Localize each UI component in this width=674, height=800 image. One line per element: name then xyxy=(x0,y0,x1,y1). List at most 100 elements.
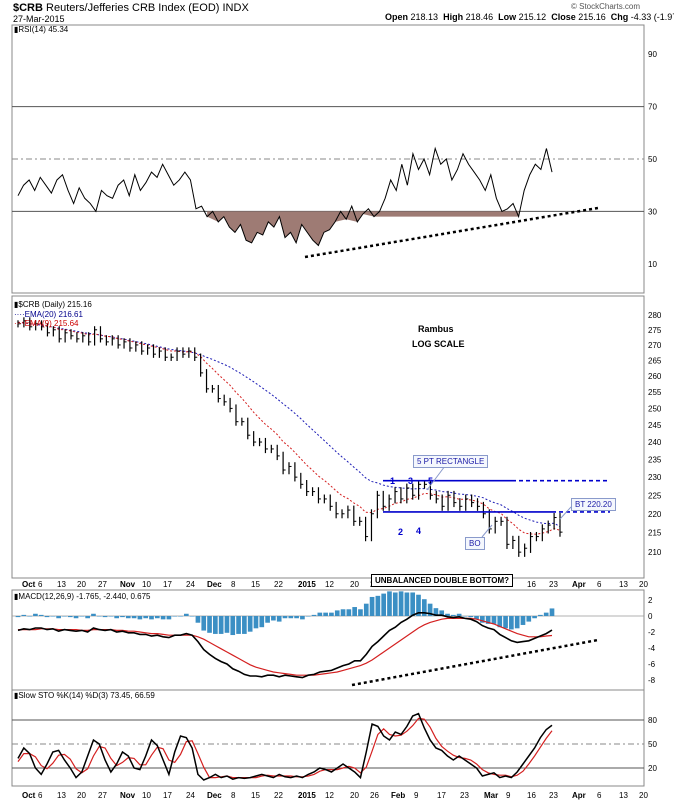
touch-point-label: 2 xyxy=(398,527,403,537)
sto-x-tick-label: 2015 xyxy=(298,791,316,800)
close-value: 215.16 xyxy=(578,12,606,22)
macd-histogram-bar xyxy=(276,616,282,622)
macd-histogram-bar xyxy=(509,616,514,630)
sto-tick-label: 80 xyxy=(648,716,657,725)
macd-tick-label: 0 xyxy=(648,612,653,621)
sto-x-tick-label: 9 xyxy=(506,791,511,800)
price-x-tick-label: 23 xyxy=(549,580,558,589)
macd-histogram-bar xyxy=(271,616,276,621)
macd-histogram-bar xyxy=(363,603,369,616)
macd-histogram-bar xyxy=(480,616,485,623)
macd-histogram-bar xyxy=(213,616,218,634)
sto-k-line xyxy=(17,712,553,781)
macd-histogram-bar xyxy=(201,616,207,631)
macd-histogram-bar xyxy=(520,616,526,625)
sto-x-tick-label: 16 xyxy=(527,791,536,800)
macd-histogram-bar xyxy=(50,616,56,617)
macd-histogram-bar xyxy=(102,616,108,618)
log-scale-text: LOG SCALE xyxy=(412,339,465,349)
macd-histogram-bar xyxy=(15,616,21,618)
price-tick-label: 270 xyxy=(648,341,662,350)
macd-histogram-bar xyxy=(73,616,79,619)
macd-histogram-bar xyxy=(538,614,543,616)
macd-histogram-bar xyxy=(433,608,439,616)
macd-histogram-bar xyxy=(44,616,50,618)
macd-histogram-bar xyxy=(416,594,421,616)
macd-histogram-bar xyxy=(253,616,259,629)
sto-x-tick-label: 20 xyxy=(77,791,86,800)
sto-x-tick-label: Mar xyxy=(484,791,498,800)
macd-histogram-bar xyxy=(514,616,520,629)
sto-x-tick-label: Apr xyxy=(572,791,586,800)
price-tick-label: 245 xyxy=(648,421,662,430)
macd-histogram-bar xyxy=(242,616,247,634)
sto-x-tick-label: 6 xyxy=(597,791,602,800)
price-tick-label: 240 xyxy=(648,438,662,447)
exchange: INDX xyxy=(222,2,249,14)
chg-label: Chg xyxy=(610,12,629,22)
chg-value: -4.33 (-1.97%) xyxy=(630,12,674,22)
macd-histogram-bar xyxy=(491,616,497,624)
macd-histogram-bar xyxy=(178,616,183,617)
low-label: Low xyxy=(498,12,517,22)
sto-x-tick-label: 12 xyxy=(325,791,334,800)
price-tick-label: 215 xyxy=(648,529,662,538)
price-x-tick-label: 27 xyxy=(98,580,107,589)
macd-histogram-bar xyxy=(340,609,346,616)
price-x-tick-label: Apr xyxy=(572,580,586,589)
macd-histogram-bar xyxy=(91,613,96,616)
price-tick-label: 210 xyxy=(648,548,662,557)
ema20-legend-text: EMA(20) 216.61 xyxy=(24,310,83,319)
sto-x-tick-label: 23 xyxy=(549,791,558,800)
macd-tick-label: -6 xyxy=(648,660,656,669)
macd-histogram-bar xyxy=(392,592,398,616)
price-x-tick-label: Oct xyxy=(22,580,36,589)
instrument-name: Reuters/Jefferies CRB Index (EOD) xyxy=(46,2,220,14)
macd-histogram-bar xyxy=(398,591,404,616)
bo-label-pointer xyxy=(481,524,493,538)
price-tick-label: 260 xyxy=(648,372,662,381)
price-x-tick-label: 6 xyxy=(597,580,602,589)
price-tick-label: 265 xyxy=(648,356,662,365)
macd-histogram-bar xyxy=(410,592,416,616)
sto-legend-text: Slow STO %K(14) %D(3) 73.45, 66.59 xyxy=(18,691,155,700)
macd-histogram-bar xyxy=(67,616,73,618)
sto-x-tick-label: Dec xyxy=(207,791,222,800)
price-legend-text: $CRB (Daily) 215.16 xyxy=(18,300,92,309)
macd-histogram-bar xyxy=(125,616,131,619)
macd-histogram-bar xyxy=(218,616,224,634)
sto-x-tick-label: 6 xyxy=(38,791,43,800)
macd-histogram-bar xyxy=(503,616,508,629)
sto-x-tick-label: 27 xyxy=(98,791,107,800)
author-text: Rambus xyxy=(418,324,454,334)
ema9-legend: ····EMA(9) 215.64 xyxy=(14,319,79,328)
macd-histogram-bar xyxy=(300,616,305,620)
sto-tick-label: 50 xyxy=(648,740,657,749)
macd-histogram-bar xyxy=(375,595,381,616)
sto-x-tick-label: 22 xyxy=(274,791,283,800)
price-x-tick-label: 22 xyxy=(274,580,283,589)
macd-histogram-bar xyxy=(323,612,328,616)
touch-point-label: 5 xyxy=(428,476,433,486)
rsi-trendline xyxy=(304,206,599,259)
macd-histogram-bar xyxy=(329,612,334,616)
macd-histogram-bar xyxy=(143,616,149,619)
close-label: Close xyxy=(551,12,576,22)
price-x-tick-label: 12 xyxy=(325,580,334,589)
sto-x-tick-label: 13 xyxy=(57,791,66,800)
macd-histogram-bar xyxy=(33,613,38,616)
macd-histogram-bar xyxy=(247,616,253,632)
price-x-tick-label: 17 xyxy=(163,580,172,589)
macd-histogram-bar xyxy=(131,616,137,619)
macd-histogram-bar xyxy=(282,616,288,619)
macd-histogram-bar xyxy=(450,614,456,616)
ema20-line xyxy=(17,321,561,528)
bt-label: BT 220.20 xyxy=(571,498,616,511)
log-scale-label: LOG SCALE xyxy=(412,339,465,349)
bo-label: BO xyxy=(465,537,485,550)
sto-x-tick-label: 15 xyxy=(251,791,260,800)
date: 27-Mar-2015 xyxy=(13,14,65,24)
price-x-tick-label: 15 xyxy=(251,580,260,589)
panel-icon: ▮ xyxy=(14,300,19,309)
macd-legend-text: MACD(12,26,9) -1.765, -2.440, 0.675 xyxy=(18,592,151,601)
